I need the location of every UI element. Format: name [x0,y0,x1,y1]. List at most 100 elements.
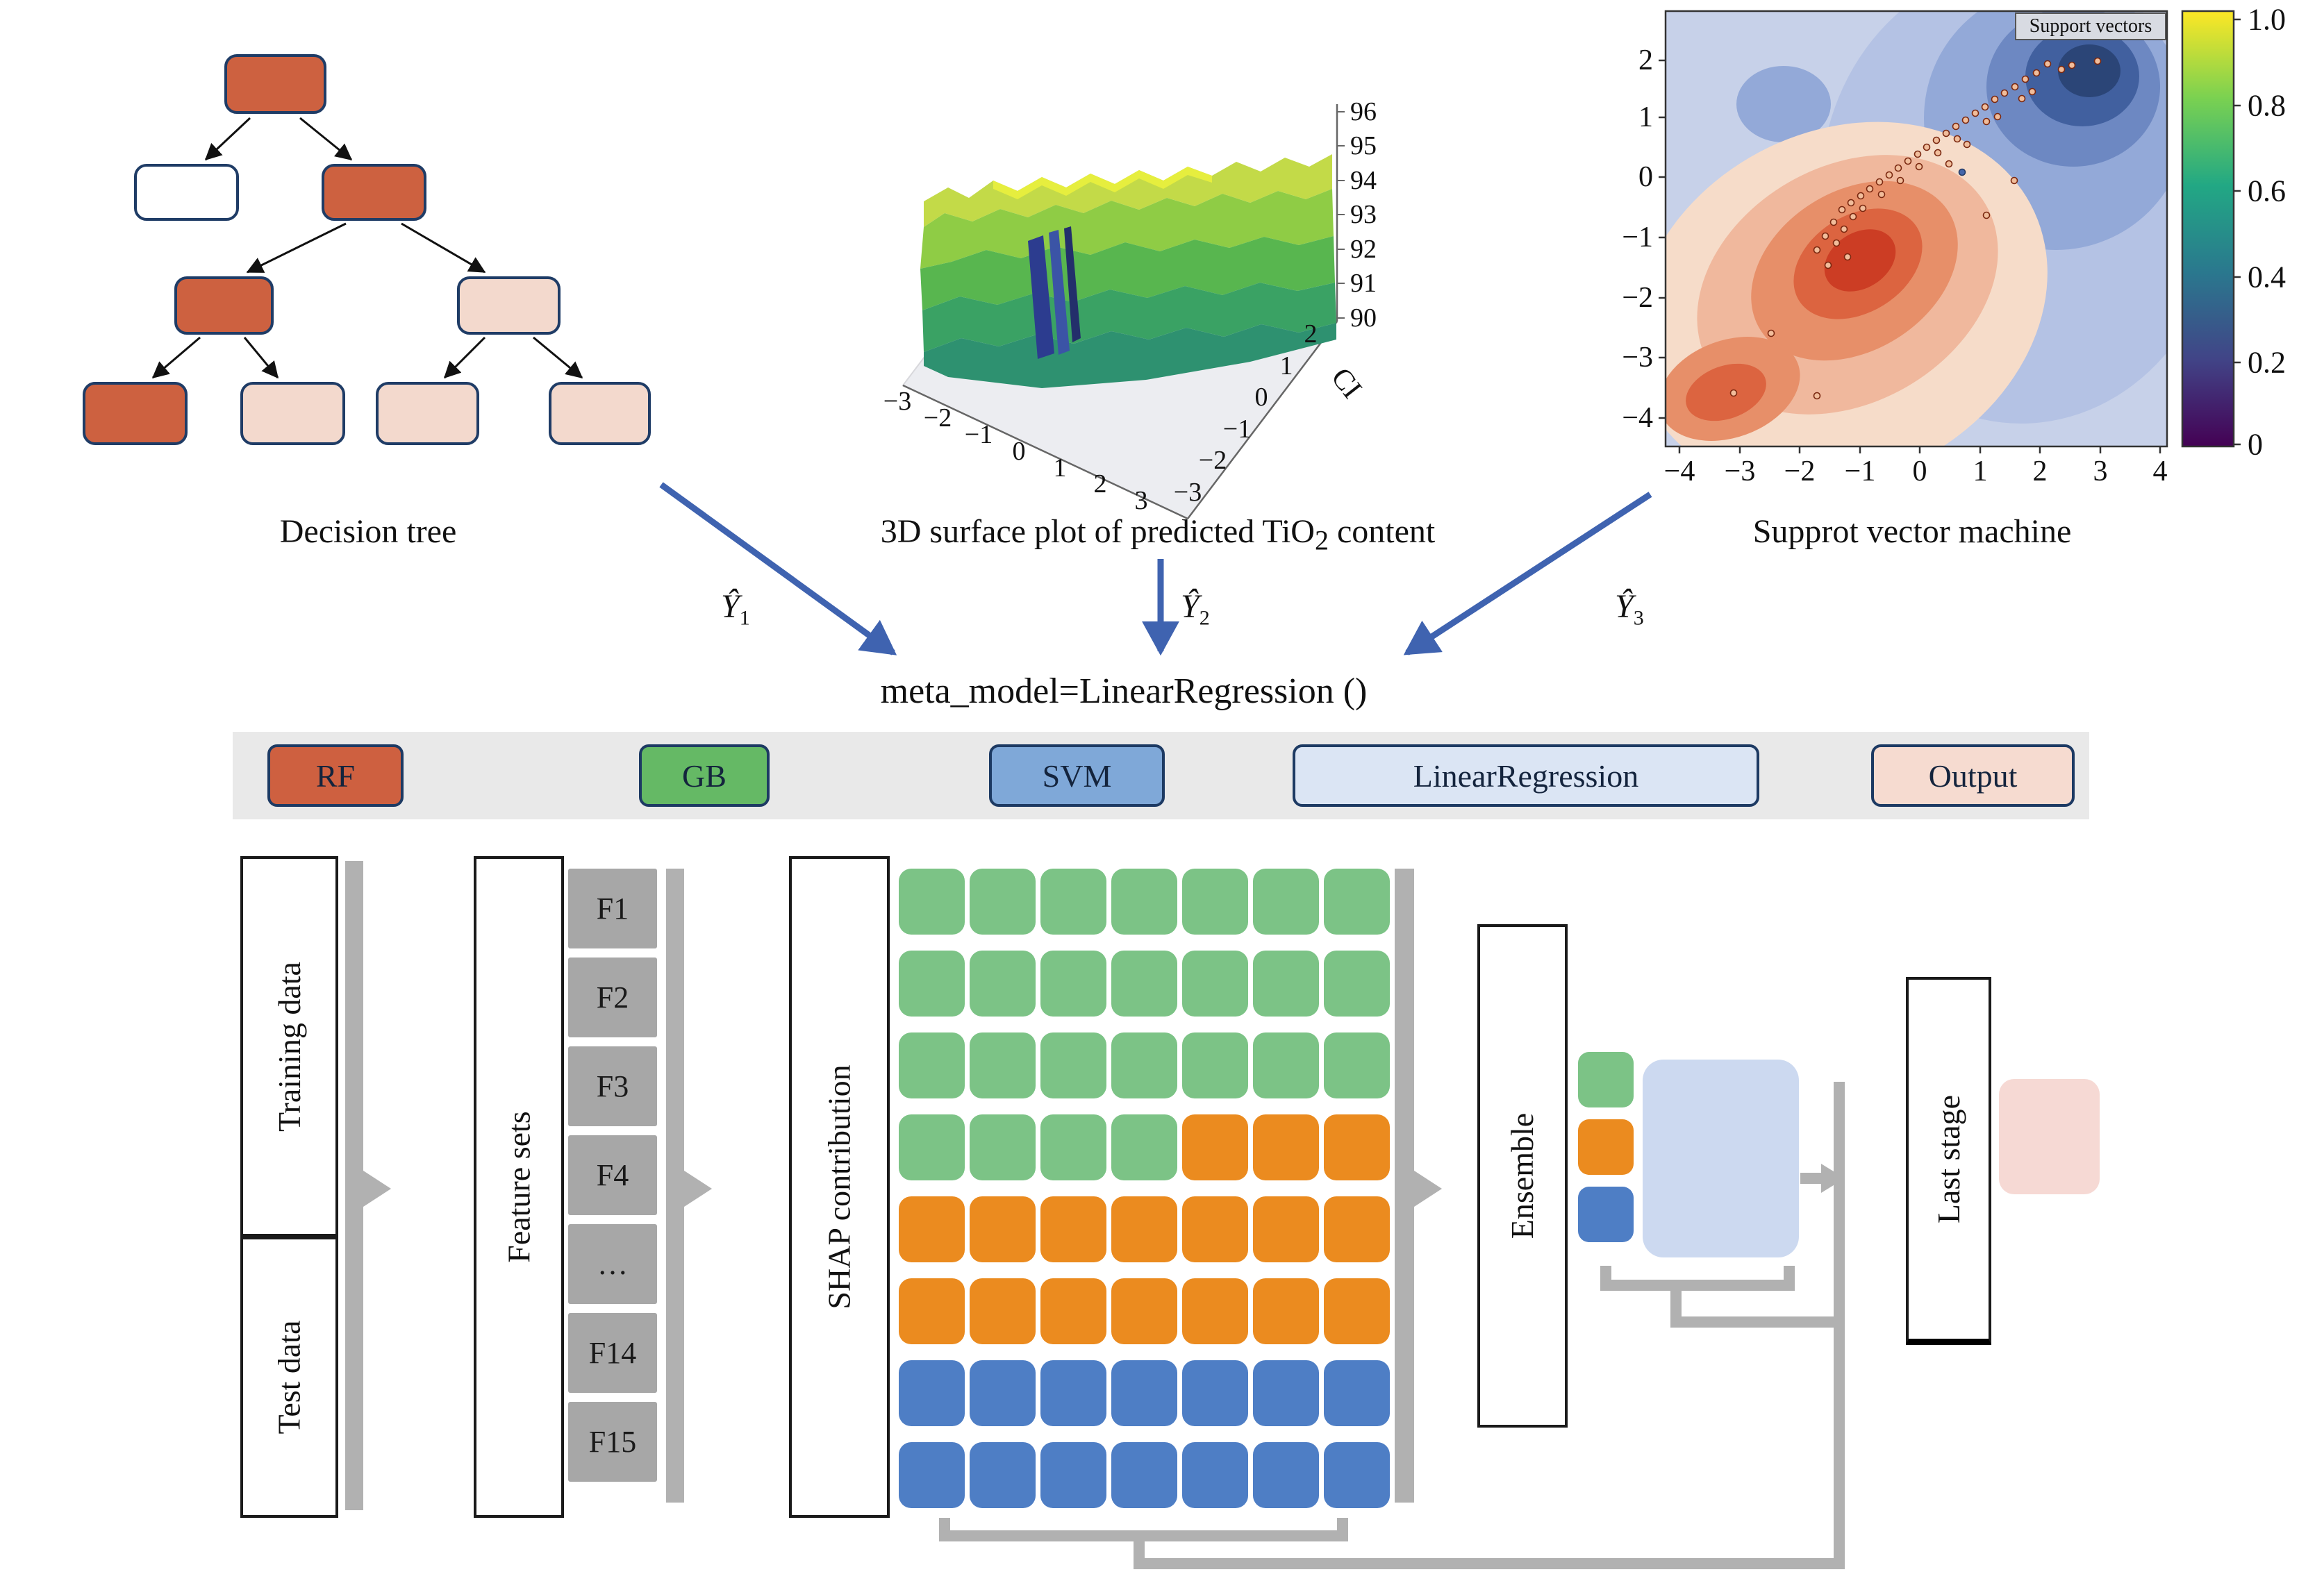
svg-text:3: 3 [2093,455,2108,487]
shap-cell [970,1360,1036,1426]
svg-text:1: 1 [1054,453,1067,483]
svg-text:1: 1 [1973,455,1988,487]
shap-cell [1182,1032,1248,1098]
yhat-2-label: Ŷ2 [1181,588,1210,630]
svg-text:−1: −1 [1845,455,1876,487]
shap-cell [1324,869,1390,935]
shap-flow-arrow [1414,1171,1442,1207]
shap-cell [899,1032,965,1098]
tree-node-root [224,54,326,114]
feature-box: F2 [568,958,657,1037]
svg-text:−1: −1 [1223,415,1251,444]
tree-leaf-2 [240,382,345,445]
feature-box: F14 [568,1313,657,1393]
decision-tree-caption: Decision tree [279,513,457,550]
shap-grid [899,869,1390,1508]
surface-mesh [920,154,1336,388]
svg-text:95: 95 [1350,131,1377,160]
shap-cell [1040,1032,1106,1098]
shap-contribution-box: SHAP contribution [789,856,890,1518]
shap-flow-bar [1395,869,1414,1503]
shap-cell [1253,1360,1319,1426]
ensemble-chip [1578,1052,1634,1107]
shap-cell [1182,1442,1248,1508]
svg-text:1.0: 1.0 [2248,7,2286,37]
svg-text:1: 1 [1638,101,1653,133]
svg-text:93: 93 [1350,200,1377,229]
svm-y-ticks: 2 1 0 −1 −2 −3 −4 [1622,44,1666,434]
shap-cell [1111,951,1177,1017]
final-output-block [1999,1079,2100,1194]
legend-linearregression: LinearRegression [1293,744,1759,807]
svg-text:94: 94 [1350,166,1377,195]
shap-cell [1324,1114,1390,1180]
test-data-box: Test data [240,1237,338,1518]
svg-text:−2: −2 [924,403,952,433]
svm-colorbar: 1.0 0.8 0.6 0.4 0.2 0 [2181,7,2286,462]
svg-text:2: 2 [2033,455,2048,487]
ensemble-box: Ensemble [1477,924,1568,1428]
svg-text:3: 3 [1135,486,1148,515]
svg-text:Support vectors: Support vectors [2030,15,2152,37]
surface-z-ticks: 96 95 94 93 92 91 90 [1337,97,1377,333]
shap-cell [899,1442,965,1508]
shap-cell [899,1114,965,1180]
shap-cell [1182,869,1248,935]
svg-text:−2: −2 [1622,282,1653,314]
shap-cell [1111,1360,1177,1426]
surface-plot-caption: 3D surface plot of predicted TiO2 conten… [880,513,1436,556]
last-stage-box: Last stage [1906,977,1991,1345]
svg-text:−2: −2 [1784,455,1816,487]
shap-cell [970,1032,1036,1098]
surface-dark-streak [1064,226,1081,342]
legend-output: Output [1871,744,2075,807]
shap-cell [1040,1196,1106,1262]
legend-svm: SVM [989,744,1165,807]
data-flow-arrow [363,1171,391,1207]
shap-cell [1040,1114,1106,1180]
shap-cell [1324,1196,1390,1262]
ensemble-chip [1578,1119,1634,1175]
surface-y-axis-label: CI [1325,362,1368,404]
tree-node-l2-right [322,164,426,221]
svg-text:0: 0 [1913,455,1927,487]
svg-text:0.8: 0.8 [2248,89,2286,123]
svg-text:0: 0 [1255,383,1268,412]
shap-cell [1040,1278,1106,1344]
feature-box: F4 [568,1135,657,1215]
surface-axes [902,104,1338,520]
feature-box: F3 [568,1046,657,1126]
meta-out-arrow [1821,1164,1845,1193]
meta-model-text: meta_model=LinearRegression () [880,671,1368,711]
shap-cell [1324,1442,1390,1508]
surface-dark-streak [1028,235,1054,359]
shap-cell [1324,951,1390,1017]
shap-cell [1324,1360,1390,1426]
svg-text:−1: −1 [1622,221,1653,253]
feature-box: F1 [568,869,657,948]
tree-leaf-4 [549,382,651,445]
shap-cell [899,1278,965,1344]
shap-cell [899,869,965,935]
training-data-box: Training data [240,856,338,1237]
svm-x-ticks: −4 −3 −2 −1 0 1 2 3 4 [1664,446,2168,487]
shap-cell [1111,1032,1177,1098]
decision-tree-diagram [83,54,651,445]
svg-text:2: 2 [1304,319,1318,349]
svg-text:−4: −4 [1622,402,1653,434]
shap-cell [1253,1278,1319,1344]
shap-cell [1253,869,1319,935]
shap-cell [899,951,965,1017]
surface-dark-streak [1049,230,1070,355]
svg-text:0.2: 0.2 [2248,346,2286,380]
svg-text:2: 2 [1094,469,1107,499]
shap-cell [1040,951,1106,1017]
yhat-3-label: Ŷ3 [1615,588,1644,630]
shap-cell [1040,869,1106,935]
svg-text:−3: −3 [1622,342,1653,374]
shap-cell [1040,1442,1106,1508]
legend-band: RF GB SVM LinearRegression Output [233,732,2089,819]
surface-x-ticks: −3 −2 −1 0 1 2 3 [883,387,1148,515]
shap-cell [1111,1442,1177,1508]
